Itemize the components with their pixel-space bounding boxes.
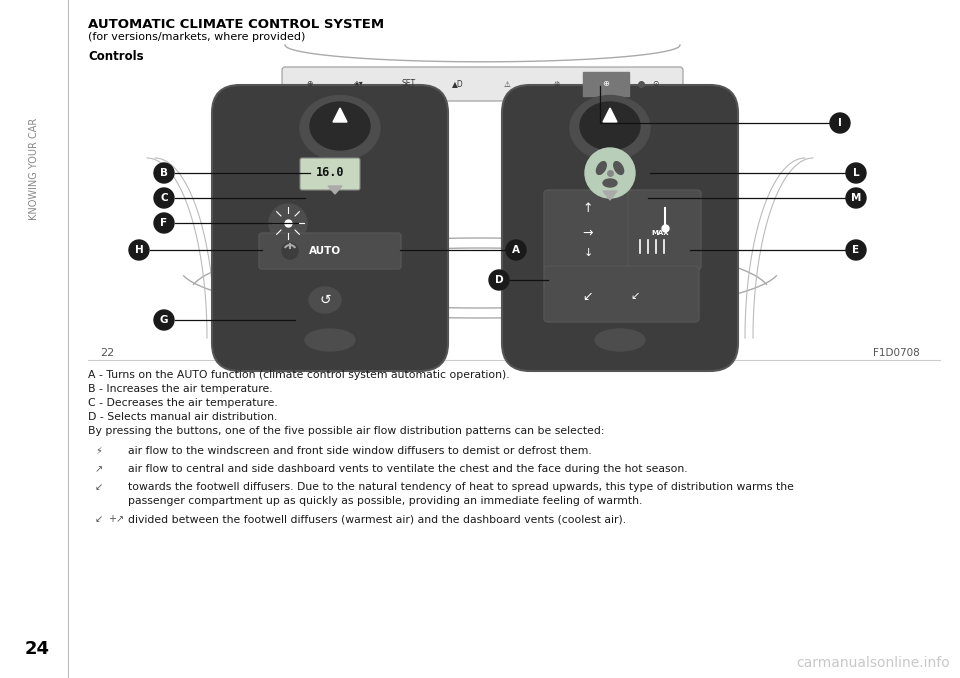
- Text: KNOWING YOUR CAR: KNOWING YOUR CAR: [29, 118, 39, 220]
- Text: G: G: [159, 315, 168, 325]
- Text: D: D: [494, 275, 503, 285]
- Text: D - Selects manual air distribution.: D - Selects manual air distribution.: [88, 412, 277, 422]
- Circle shape: [830, 113, 850, 133]
- FancyBboxPatch shape: [544, 266, 699, 322]
- Text: divided between the footwell diffusers (warmest air) and the dashboard vents (co: divided between the footwell diffusers (…: [128, 514, 626, 524]
- FancyBboxPatch shape: [544, 190, 634, 270]
- Bar: [584, 72, 629, 96]
- Polygon shape: [603, 191, 617, 200]
- Text: ↓: ↓: [584, 248, 592, 258]
- Ellipse shape: [570, 96, 650, 161]
- Text: ↙: ↙: [583, 290, 593, 302]
- Text: ↑: ↑: [583, 201, 593, 214]
- Ellipse shape: [309, 287, 341, 313]
- Text: SET: SET: [401, 79, 416, 89]
- Circle shape: [154, 213, 174, 233]
- Text: I: I: [838, 118, 842, 128]
- Text: B: B: [160, 168, 168, 178]
- Text: ↙: ↙: [95, 514, 103, 524]
- Text: 22: 22: [100, 348, 114, 358]
- Ellipse shape: [580, 102, 640, 150]
- Circle shape: [489, 270, 509, 290]
- FancyBboxPatch shape: [259, 233, 401, 269]
- Text: AUTO: AUTO: [309, 246, 341, 256]
- Polygon shape: [603, 108, 617, 122]
- Ellipse shape: [300, 96, 380, 161]
- Text: ❊: ❊: [553, 79, 560, 89]
- Ellipse shape: [613, 161, 624, 174]
- Text: air flow to central and side dashboard vents to ventilate the chest and the face: air flow to central and side dashboard v…: [128, 464, 687, 474]
- Text: C - Decreases the air temperature.: C - Decreases the air temperature.: [88, 398, 277, 408]
- Text: Controls: Controls: [88, 50, 144, 63]
- Circle shape: [585, 148, 635, 198]
- Polygon shape: [333, 108, 347, 122]
- Text: ↗: ↗: [95, 464, 103, 474]
- FancyBboxPatch shape: [282, 67, 683, 101]
- Circle shape: [846, 163, 866, 183]
- Circle shape: [506, 240, 526, 260]
- FancyBboxPatch shape: [502, 85, 738, 371]
- Text: H: H: [134, 245, 143, 255]
- Text: A: A: [512, 245, 520, 255]
- Text: ⊕: ⊕: [306, 79, 313, 89]
- Text: ⚠: ⚠: [504, 79, 511, 89]
- Text: By pressing the buttons, one of the five possible air flow distribution patterns: By pressing the buttons, one of the five…: [88, 426, 605, 436]
- Text: M: M: [851, 193, 861, 203]
- Polygon shape: [328, 186, 342, 194]
- FancyBboxPatch shape: [628, 190, 701, 270]
- Text: 16.0: 16.0: [316, 167, 345, 180]
- Ellipse shape: [269, 204, 307, 242]
- Text: ⊙: ⊙: [652, 79, 659, 89]
- Text: B - Increases the air temperature.: B - Increases the air temperature.: [88, 384, 273, 394]
- Ellipse shape: [305, 329, 355, 351]
- Ellipse shape: [596, 161, 607, 174]
- Text: ↙: ↙: [95, 482, 103, 492]
- Text: air flow to the windscreen and front side window diffusers to demist or defrost : air flow to the windscreen and front sid…: [128, 446, 591, 456]
- Circle shape: [282, 243, 298, 259]
- Text: ▲D: ▲D: [452, 79, 464, 89]
- Text: ◈▾: ◈▾: [354, 79, 364, 89]
- FancyBboxPatch shape: [212, 85, 448, 371]
- Text: (for versions/markets, where provided): (for versions/markets, where provided): [88, 32, 305, 42]
- Circle shape: [154, 188, 174, 208]
- Text: E: E: [852, 245, 859, 255]
- Circle shape: [154, 163, 174, 183]
- Ellipse shape: [310, 102, 370, 150]
- Text: AUTOMATIC CLIMATE CONTROL SYSTEM: AUTOMATIC CLIMATE CONTROL SYSTEM: [88, 18, 384, 31]
- Text: F1D0708: F1D0708: [874, 348, 920, 358]
- Text: F: F: [160, 218, 168, 228]
- Text: C: C: [160, 193, 168, 203]
- FancyBboxPatch shape: [300, 158, 360, 190]
- Text: MAX: MAX: [651, 230, 669, 236]
- Text: ⊕: ⊕: [603, 79, 610, 89]
- Text: passenger compartment up as quickly as possible, providing an immediate feeling : passenger compartment up as quickly as p…: [128, 496, 642, 506]
- Text: +↗: +↗: [108, 514, 124, 524]
- Text: →: →: [583, 226, 593, 239]
- Text: ⚡: ⚡: [95, 446, 102, 456]
- Text: 24: 24: [25, 640, 50, 658]
- Text: #D⊕: #D⊕: [596, 79, 615, 89]
- Ellipse shape: [603, 179, 617, 187]
- Text: carmanualsonline.info: carmanualsonline.info: [796, 656, 950, 670]
- Text: L: L: [852, 168, 859, 178]
- Circle shape: [846, 188, 866, 208]
- Text: ↺: ↺: [319, 293, 331, 307]
- Ellipse shape: [595, 329, 645, 351]
- Ellipse shape: [645, 201, 685, 235]
- Circle shape: [154, 310, 174, 330]
- Circle shape: [129, 240, 149, 260]
- Text: towards the footwell diffusers. Due to the natural tendency of heat to spread up: towards the footwell diffusers. Due to t…: [128, 482, 794, 492]
- Text: A - Turns on the AUTO function (climate control system automatic operation).: A - Turns on the AUTO function (climate …: [88, 370, 510, 380]
- Text: ↙: ↙: [631, 291, 639, 301]
- Circle shape: [846, 240, 866, 260]
